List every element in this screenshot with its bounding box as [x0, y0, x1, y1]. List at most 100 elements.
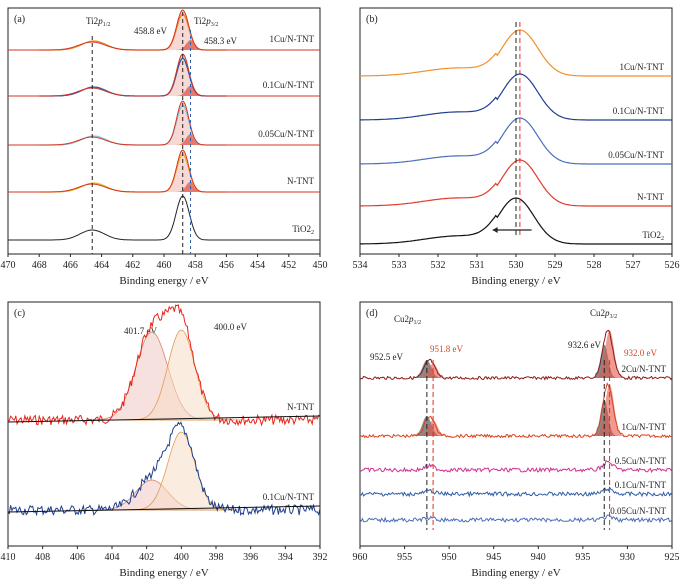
panel-a-label: (a)	[14, 14, 25, 25]
sample-label: N-TNT	[637, 192, 664, 202]
x-tick-label: 530	[509, 260, 524, 271]
sample-label: 0.5Cu/N-TNT	[615, 456, 667, 466]
ti-envelope	[8, 9, 320, 51]
x-tick-label: 528	[587, 260, 602, 271]
ti-spectrum-curve	[8, 195, 320, 241]
x-tick-label: 529	[548, 260, 563, 271]
sample-label: 1Cu/N-TNT	[622, 422, 667, 432]
n1s-baseline	[7, 505, 321, 513]
cu-peak-932-6-label: 932.6 eV	[568, 340, 601, 350]
ti-fit-fill	[148, 54, 219, 96]
o1s-spectrum-curve	[360, 197, 672, 245]
panel-d-frame	[359, 301, 673, 547]
shift-arrow-head	[492, 227, 498, 233]
x-tick-label: 527	[626, 260, 641, 271]
x-tick-label: 410	[1, 552, 16, 563]
ti-peak-458-8-label: 458.8 eV	[134, 26, 167, 36]
x-tick-label: 398	[209, 552, 224, 563]
sample-label: 0.05Cu/N-TNT	[608, 150, 664, 160]
x-tick-label: 925	[665, 552, 680, 563]
ti-component-curve	[39, 104, 227, 146]
cu2p-spectrum-curve	[359, 459, 673, 474]
x-tick-label: 460	[157, 260, 172, 271]
x-tick-label: 960	[353, 552, 368, 563]
x-tick-label: 955	[397, 552, 412, 563]
x-tick-label: 402	[139, 552, 154, 563]
panel-b-label: (b)	[366, 14, 378, 25]
ti-component-curve	[39, 153, 227, 193]
ti-component-curve	[39, 57, 227, 97]
panel-c-label: (c)	[14, 308, 25, 319]
ti2p32-label: Ti2p3/2	[194, 16, 218, 28]
x-tick-label: 950	[442, 552, 457, 563]
ti-envelope	[8, 53, 320, 97]
x-tick-label: 532	[431, 260, 446, 271]
cu-fit-fill-932-0	[582, 384, 632, 436]
ti-peak-458-3-label: 458.3 eV	[204, 36, 237, 46]
x-tick-label: 464	[94, 260, 109, 271]
x-tick-label: 930	[620, 552, 635, 563]
cu2p-spectrum-curve	[359, 382, 673, 439]
cu-peak-952-5-label: 952.5 eV	[370, 352, 403, 362]
o1s-spectrum-curve	[360, 73, 672, 121]
cu-peak-932-0-label: 932.0 eV	[624, 348, 657, 358]
cu2p-spectrum-curve	[359, 486, 673, 498]
sample-label: 0.05Cu/N-TNT	[610, 506, 666, 516]
x-tick-label: 533	[392, 260, 407, 271]
cu2p32-label: Cu2p3/2	[590, 308, 617, 320]
x-tick-label: 940	[531, 552, 546, 563]
sample-label: N-TNT	[287, 402, 314, 412]
cu2p-spectrum-curve	[359, 329, 673, 381]
sample-label: 0.1Cu/N-TNT	[263, 492, 315, 502]
sample-label: TiO22	[642, 230, 664, 242]
ti2p12-label: Ti2p1/2	[86, 16, 110, 28]
x-tick-label: 404	[105, 552, 120, 563]
x-tick-label: 466	[63, 260, 78, 271]
x-tick-label: 454	[250, 260, 265, 271]
sample-label: 0.1Cu/N-TNT	[613, 106, 665, 116]
x-tick-label: 526	[665, 260, 680, 271]
panel-b-xlabel: Binding energy / eV	[471, 275, 560, 287]
x-tick-label: 534	[353, 260, 368, 271]
x-tick-label: 945	[486, 552, 501, 563]
x-tick-label: 394	[278, 552, 293, 563]
ti-envelope	[8, 149, 320, 193]
sample-label: 1Cu/N-TNT	[620, 62, 665, 72]
ti-fit-fill	[148, 101, 219, 145]
x-tick-label: 531	[470, 260, 485, 271]
x-tick-label: 408	[35, 552, 50, 563]
x-tick-label: 392	[313, 552, 328, 563]
x-tick-label: 450	[313, 260, 328, 271]
panel-c-xlabel: Binding energy / eV	[119, 567, 208, 579]
sample-label: TiO22	[292, 224, 314, 236]
n-peak-401-7-label: 401.7 eV	[124, 326, 157, 336]
x-tick-label: 400	[174, 552, 189, 563]
sample-label: 0.1Cu/N-TNT	[263, 80, 315, 90]
panel-c-frame	[7, 301, 321, 547]
sample-label: 0.05Cu/N-TNT	[258, 129, 314, 139]
sample-label: 2Cu/N-TNT	[622, 364, 667, 374]
x-tick-label: 396	[243, 552, 258, 563]
sample-label: 1Cu/N-TNT	[270, 34, 315, 44]
ti-fit-fill-minor	[171, 134, 211, 145]
x-tick-label: 456	[219, 260, 234, 271]
ti-fit-fill-minor	[171, 181, 211, 192]
ti-fit-fill	[148, 10, 219, 51]
ti-envelope	[8, 100, 320, 146]
cu2p12-label: Cu2p1/2	[394, 314, 421, 326]
cu-peak-951-8-label: 951.8 eV	[430, 344, 463, 354]
x-tick-label: 452	[281, 260, 296, 271]
ti-fit-fill-minor	[171, 40, 211, 50]
x-tick-label: 462	[125, 260, 140, 271]
x-tick-label: 468	[32, 260, 47, 271]
cu-fit-fill-932-0	[582, 330, 632, 378]
n-peak-400-0-label: 400.0 eV	[214, 322, 247, 332]
ti-fit-fill	[148, 150, 219, 192]
panel-d-label: (d)	[366, 308, 378, 319]
panel-d-xlabel: Binding energy / eV	[471, 567, 560, 579]
plot-layer: 470 468 466 464 462 460 458 456 454 452 450 534 533 5…	[1, 9, 680, 563]
sample-label: 0.1Cu/N-TNT	[615, 480, 667, 490]
cu2p-spectrum-curve	[359, 514, 673, 524]
